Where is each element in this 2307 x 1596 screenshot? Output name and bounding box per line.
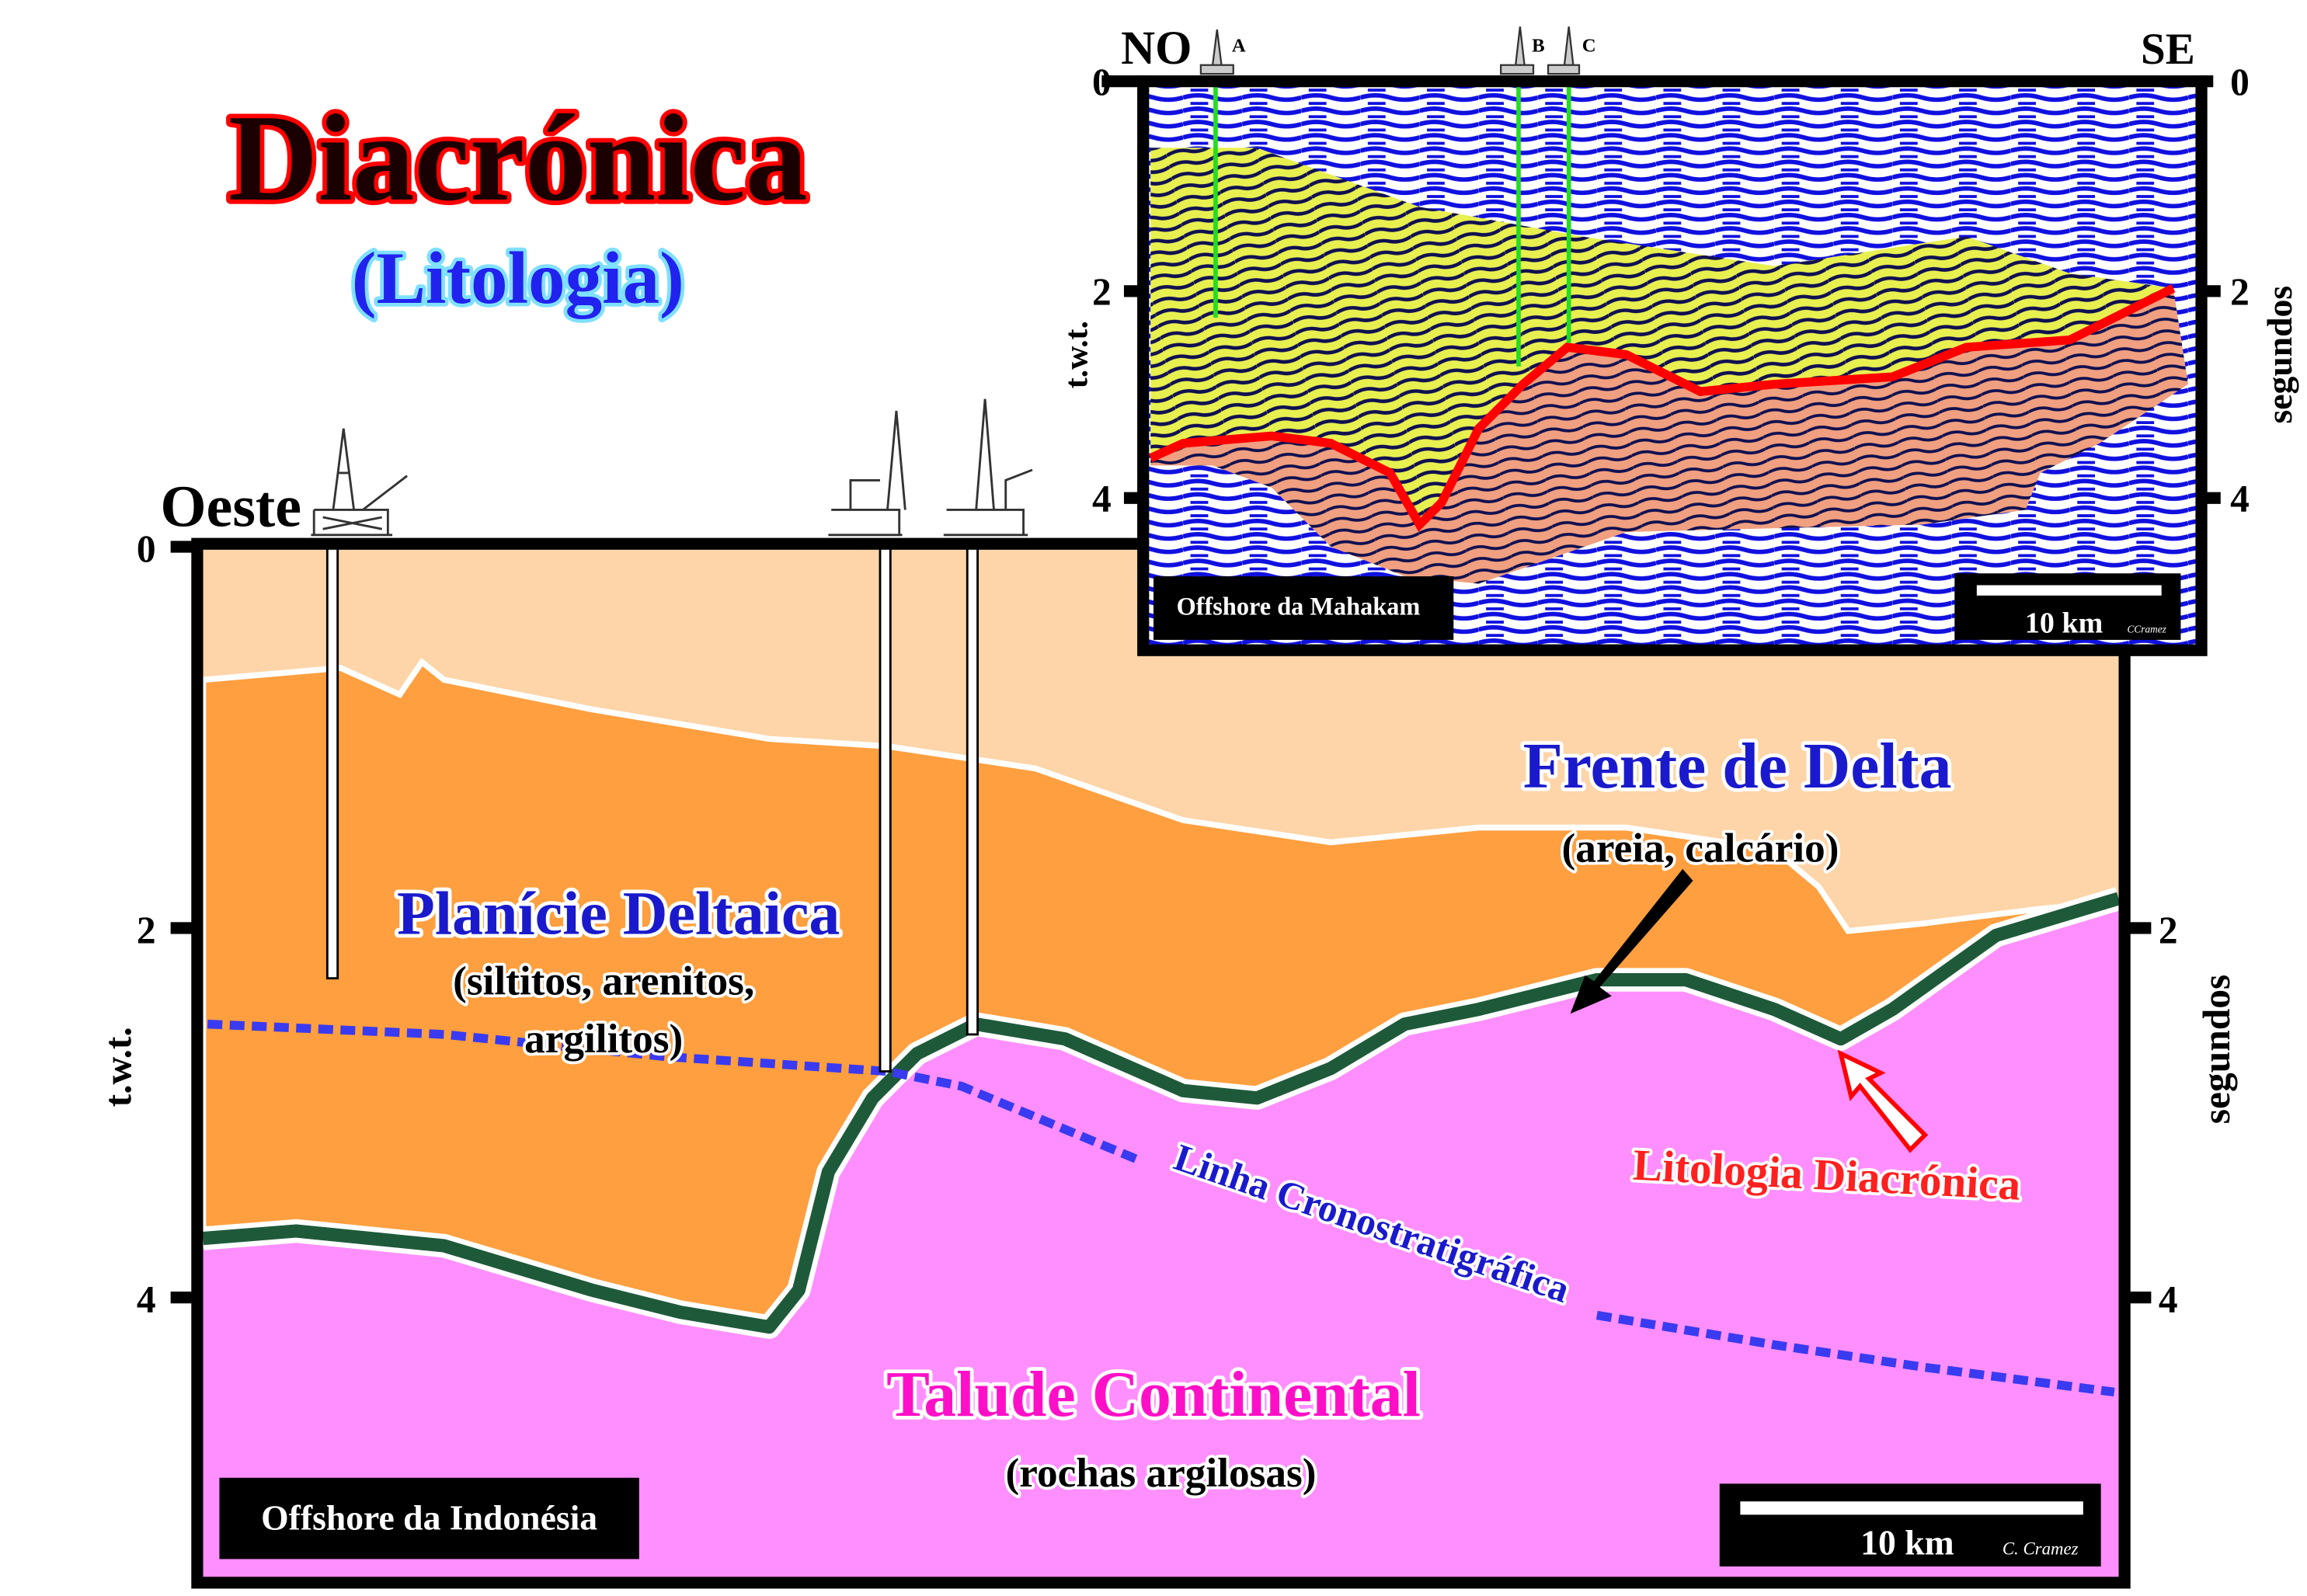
scale-bar <box>1740 1501 2083 1515</box>
inset-left-label: NO <box>1121 23 1192 75</box>
label-delta-front-sub: (areia, calcário) <box>1562 825 1839 871</box>
main-cross-section <box>191 537 2131 1589</box>
inset-scale-bar <box>1976 585 2162 596</box>
label-delta-front: Frente de Delta <box>1523 730 1952 802</box>
inset-right-label: SE <box>2141 25 2195 74</box>
inset-well-c-label: C <box>1582 36 1596 57</box>
author-label: C. Cramez <box>2003 1539 2079 1559</box>
inset-well-b-label: B <box>1532 36 1545 57</box>
arrow-black-icon <box>1570 868 1693 1014</box>
inset-rigs-icon <box>1199 26 1581 75</box>
label-slope: Talude Continental <box>886 1358 1421 1431</box>
inset-well-a-label: A <box>1232 36 1246 57</box>
west-label: Oeste <box>160 474 301 539</box>
tick-4-right: 4 <box>2159 1278 2178 1321</box>
right-axis: 2 4 segundos <box>2124 909 2238 1321</box>
y-axis-label: t.w.t. <box>96 1027 139 1107</box>
inset-tick-4-right: 4 <box>2230 477 2250 520</box>
diachronic-band-fill <box>202 892 2121 1334</box>
inset-tick-0-right: 0 <box>2230 61 2250 103</box>
label-delta-plain: Planície Deltaica <box>397 880 840 948</box>
chronostratigraphic-line-2 <box>1595 1310 2115 1397</box>
inset-location-label: Offshore da Mahakam <box>1177 593 1421 621</box>
label-slope-sub: (rochas argilosas) <box>1006 1450 1317 1496</box>
inset-tick-2-right: 2 <box>2230 270 2250 313</box>
inset-scale-label: 10 km <box>2025 607 2103 639</box>
well-3 <box>966 542 979 1036</box>
seismic-red-boundary <box>1148 283 2176 532</box>
inset-author-label: CCramez <box>2128 623 2166 635</box>
inset-tick-0: 0 <box>1092 61 1112 103</box>
scale-label: 10 km <box>1860 1523 1954 1563</box>
arrow-red-icon <box>1837 1049 1929 1153</box>
tick-4: 4 <box>137 1278 156 1321</box>
chronostratigraphic-line <box>207 1019 1141 1164</box>
y-axis-right-label: segundos <box>2195 975 2238 1124</box>
inset-tick-4: 4 <box>1092 477 1112 520</box>
inset-tick-2: 2 <box>1092 270 1112 313</box>
inset-y-axis-right-label: segundos <box>2260 286 2299 424</box>
inset-y-axis-label: t.w.t. <box>1059 321 1094 388</box>
inset-scale-box <box>1954 573 2181 640</box>
drilling-rig-icon <box>311 398 1033 537</box>
subtitle: (Litologia) <box>352 237 684 319</box>
tick-2: 2 <box>137 909 156 951</box>
title: Diacrónica <box>228 89 808 227</box>
label-delta-plain-sub1: (siltitos, arenitos, <box>453 958 754 1004</box>
left-axis: 0 2 4 t.w.t. <box>96 527 197 1321</box>
inset-seismic <box>1101 75 2221 656</box>
tick-0: 0 <box>137 527 156 570</box>
location-box <box>219 1477 639 1559</box>
well-2 <box>879 542 892 1073</box>
slope-layer <box>203 909 2119 1579</box>
tick-2-right: 2 <box>2159 909 2178 951</box>
seismic-yellow-zone <box>1150 148 2173 525</box>
scale-box <box>1719 1483 2101 1566</box>
label-delta-plain-sub2: argilitos) <box>524 1016 683 1062</box>
inset-location-box <box>1154 576 1454 640</box>
location-label: Offshore da Indonésia <box>261 1497 597 1537</box>
well-1 <box>325 542 339 980</box>
